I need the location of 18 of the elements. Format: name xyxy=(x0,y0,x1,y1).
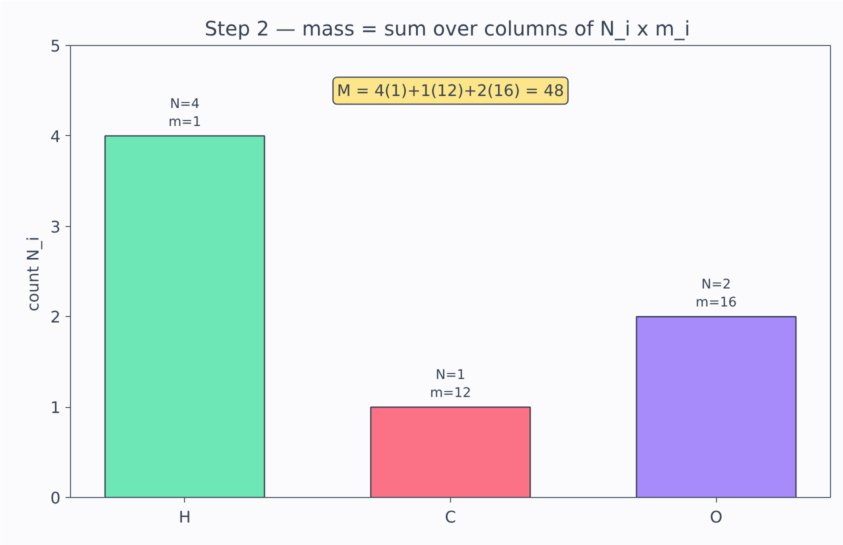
y-tick-label: 0 xyxy=(50,488,61,508)
y-tick-label: 4 xyxy=(50,126,61,146)
x-tick-label: C xyxy=(444,508,456,526)
y-tick-label: 5 xyxy=(50,36,61,56)
data-label: N=2 m=16 xyxy=(696,278,737,311)
bar xyxy=(104,135,266,498)
y-axis-title: count N_i xyxy=(23,236,42,312)
data-label: N=1 m=12 xyxy=(430,368,472,402)
bar xyxy=(636,316,797,498)
chart-title: Step 2 — mass = sum over columns of N_i x m_i xyxy=(204,16,690,40)
x-tick-label: O xyxy=(710,508,723,526)
y-tick-label: 1 xyxy=(50,398,61,418)
bar xyxy=(370,406,531,498)
data-label: N=4 m=1 xyxy=(168,96,202,130)
x-tick-label: H xyxy=(178,508,191,526)
annotation: M = 4(1)+1(12)+2(16) = 48 xyxy=(336,81,564,100)
y-tick-label: 3 xyxy=(50,217,61,236)
y-tick-label: 2 xyxy=(50,308,61,327)
